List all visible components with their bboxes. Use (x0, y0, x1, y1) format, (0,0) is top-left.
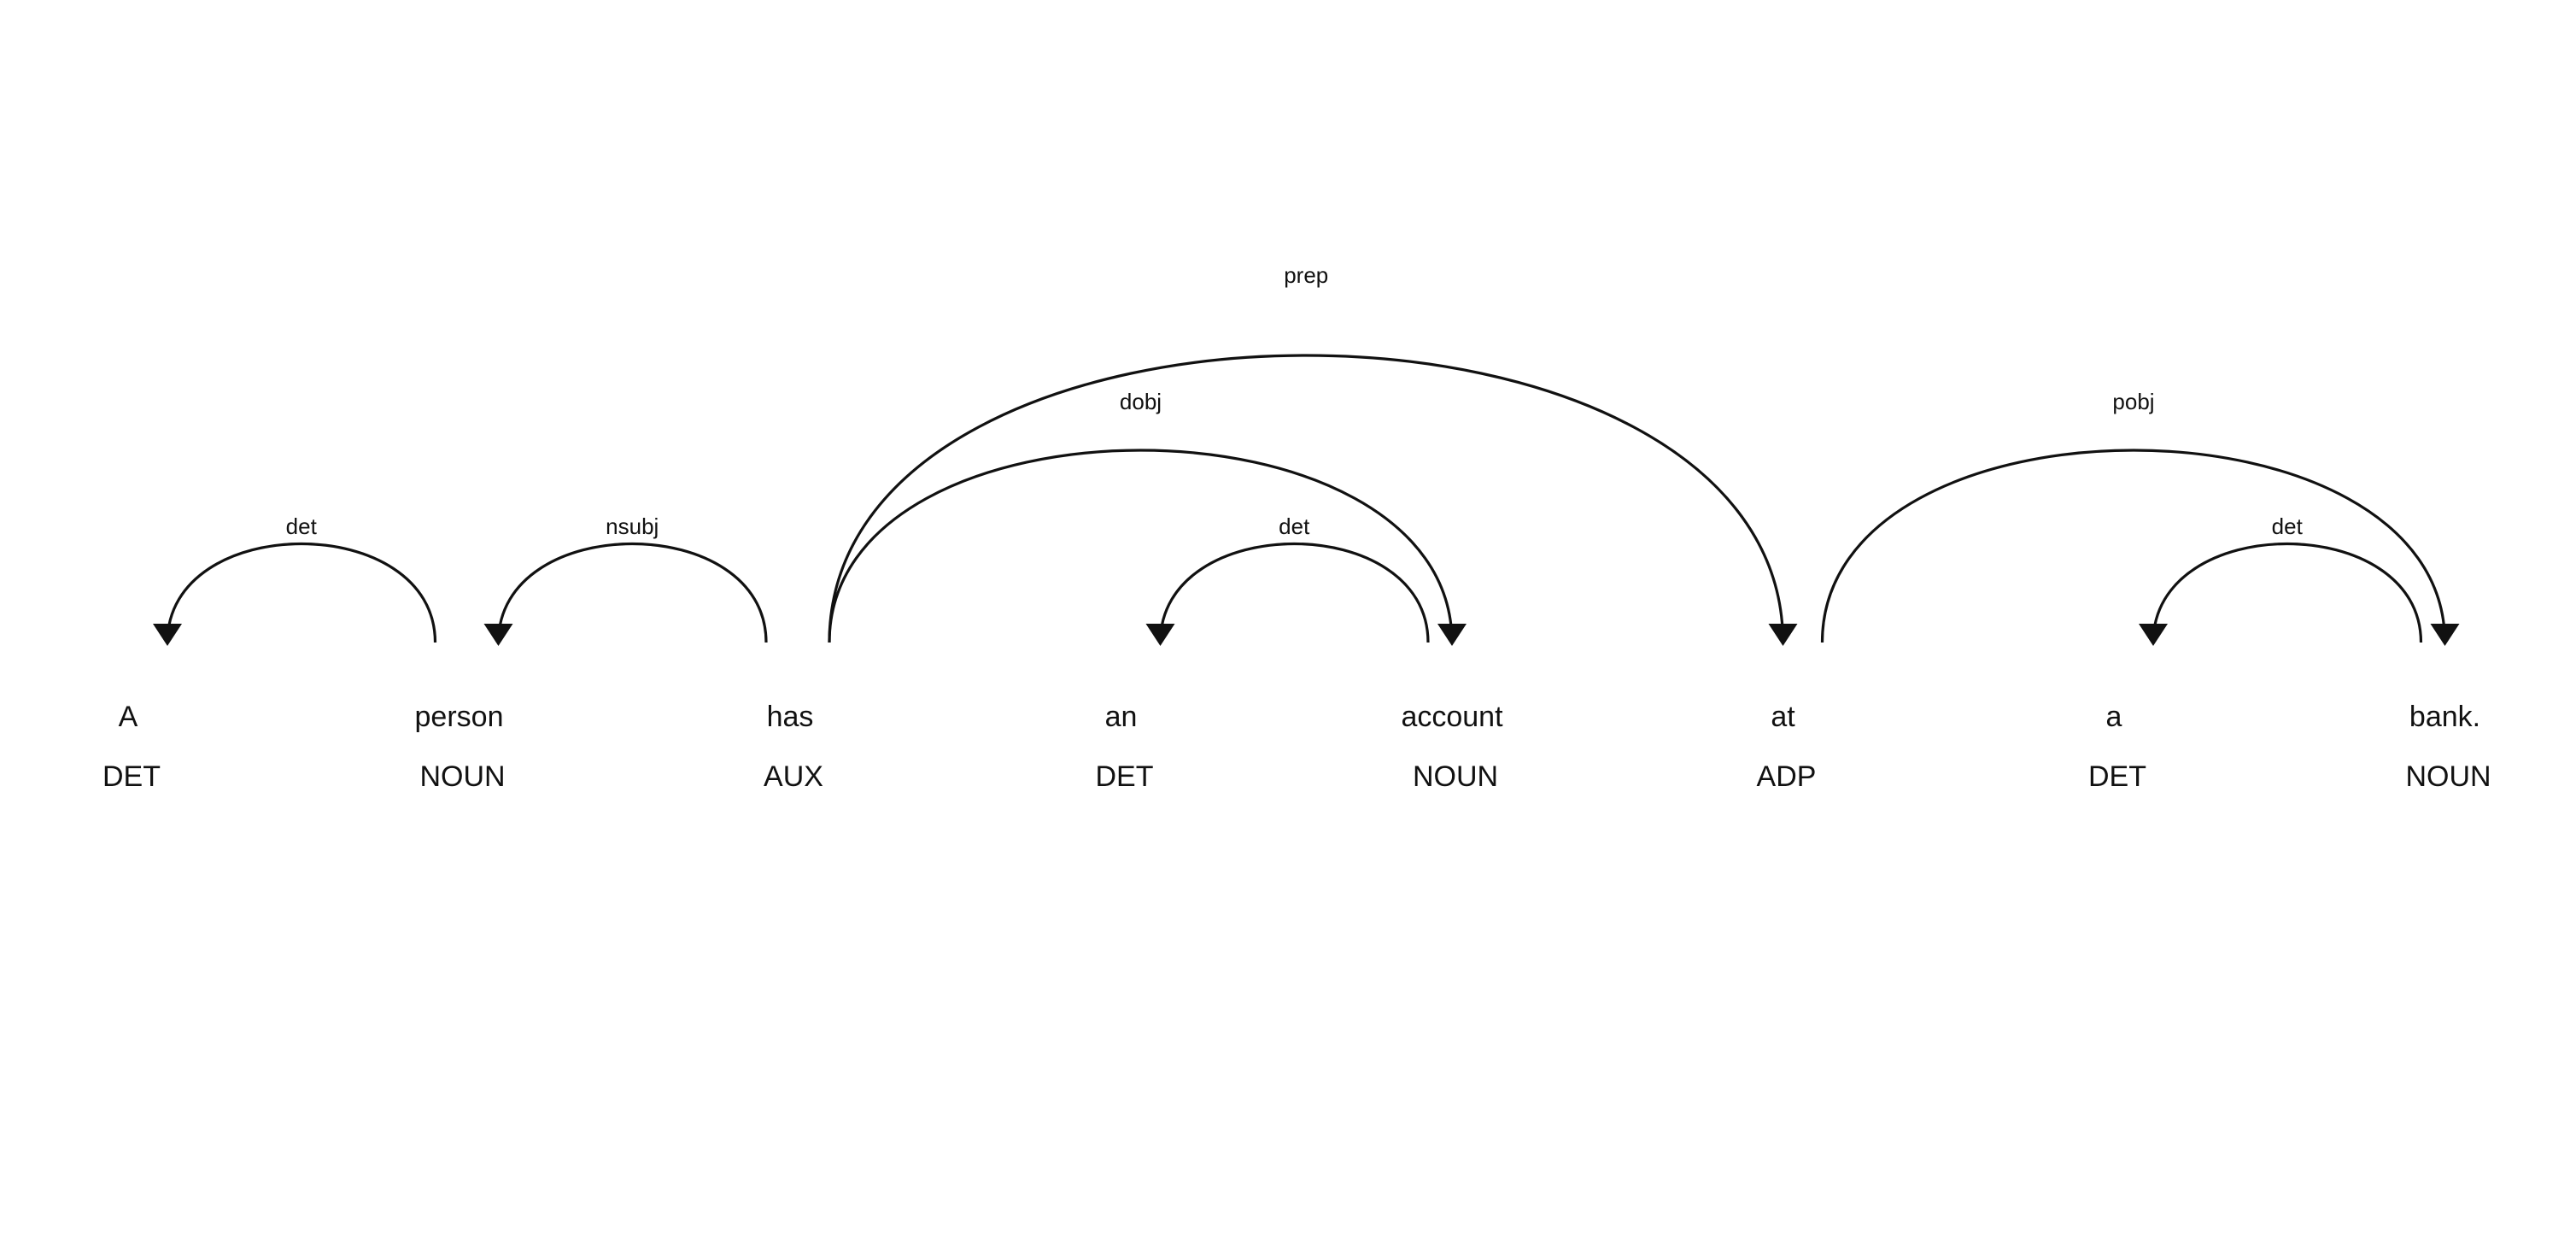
token-word: at (1771, 701, 1795, 733)
token-word: bank. (2409, 701, 2480, 733)
arrowhead-icon (153, 624, 182, 646)
dependency-arc (166, 543, 437, 643)
arc-label: dobj (1120, 389, 1162, 414)
arrowhead-icon (1437, 624, 1467, 646)
token-tag: DET (102, 760, 161, 793)
token-word: an (1105, 701, 1138, 733)
token-word: account (1401, 701, 1503, 733)
token-tag: DET (1096, 760, 1154, 793)
arrowhead-icon (1145, 624, 1175, 646)
arrowhead-icon (1768, 624, 1798, 646)
dependency-arc (1158, 543, 1430, 643)
arrowhead-icon (2430, 624, 2460, 646)
tokens-layer: A DET person NOUN has AUX an DET account NOUN at AD… (102, 701, 2491, 793)
arc-label: pobj (2112, 389, 2154, 414)
token-tag: NOUN (419, 760, 505, 793)
dependency-arc (1820, 449, 2447, 643)
dependency-arc (2152, 543, 2423, 643)
token-tag: ADP (1757, 760, 1817, 793)
token-tag: DET (2088, 760, 2146, 793)
token-word: has (767, 701, 814, 733)
dependency-arc (496, 543, 768, 643)
token-tag: NOUN (2405, 760, 2491, 793)
dependency-arc (828, 449, 1454, 643)
token-word: A (119, 701, 138, 733)
token-tag: NOUN (1413, 760, 1498, 793)
arc-label: det (286, 513, 318, 539)
arc-label: det (2272, 513, 2304, 539)
token-word: a (2106, 701, 2122, 733)
arc-label: det (1279, 513, 1310, 539)
arc-label: nsubj (606, 513, 659, 539)
arrowhead-icon (2139, 624, 2168, 646)
arcs-layer: det nsubj dobj prep det pobj det (153, 262, 2460, 646)
arrowhead-icon (483, 624, 513, 646)
token-tag: AUX (764, 760, 823, 793)
token-word: person (415, 701, 504, 733)
dependency-arc (828, 354, 1785, 643)
arc-label: prep (1284, 262, 1328, 288)
